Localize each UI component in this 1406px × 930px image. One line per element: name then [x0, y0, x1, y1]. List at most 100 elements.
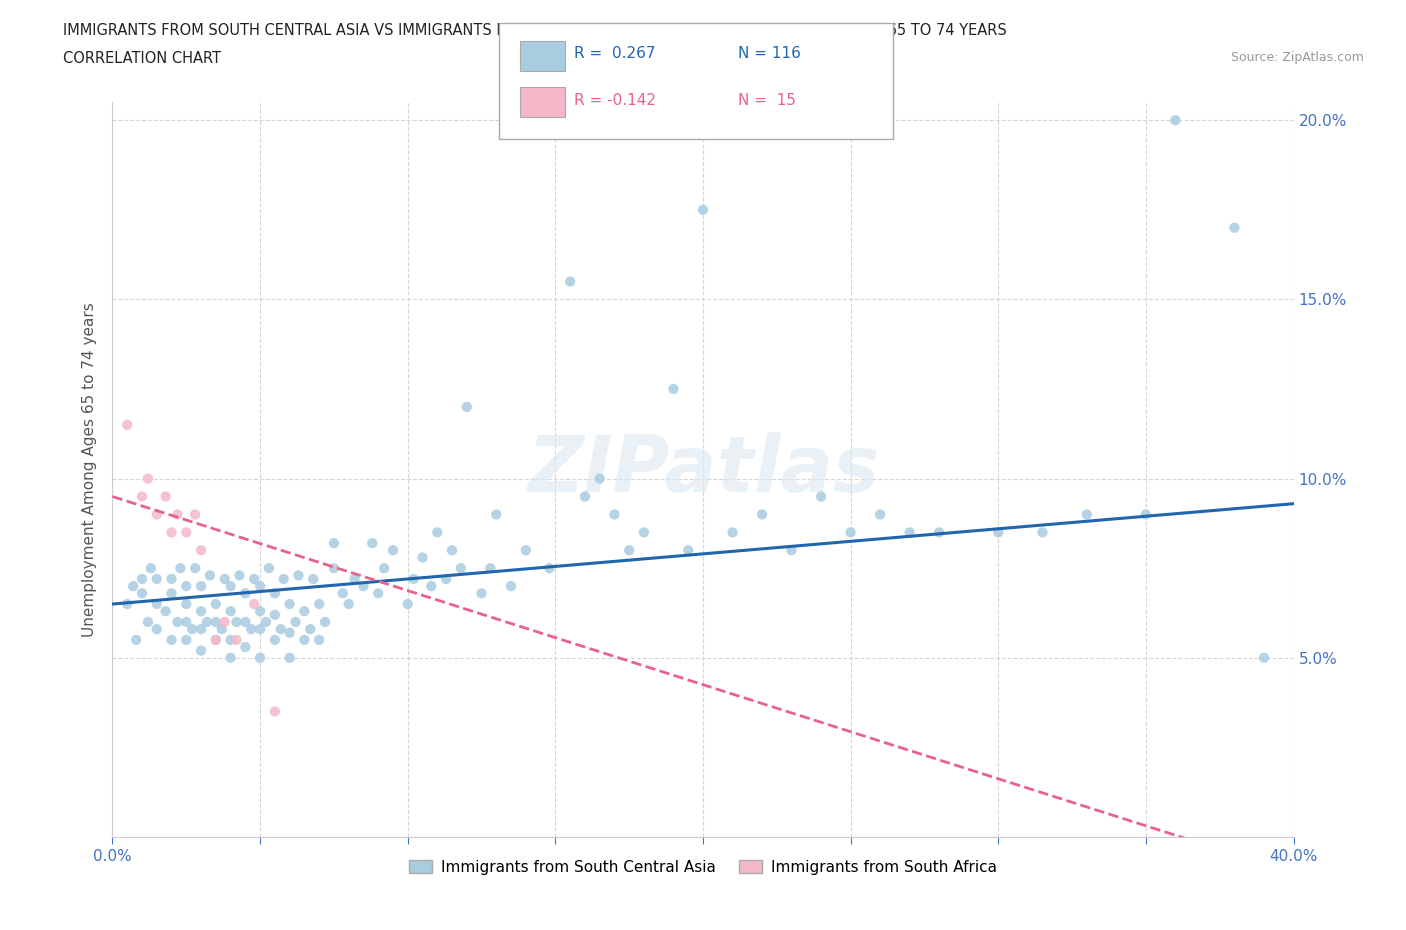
Point	[264, 607, 287, 622]
Point	[558, 274, 582, 289]
Point	[214, 572, 236, 587]
Point	[174, 578, 197, 593]
Point	[337, 597, 360, 612]
Point	[1164, 113, 1187, 127]
Point	[228, 568, 250, 583]
Point	[136, 472, 159, 486]
Point	[205, 632, 228, 647]
Point	[780, 543, 803, 558]
Point	[928, 525, 950, 539]
Point	[278, 597, 301, 612]
Point	[479, 561, 502, 576]
Point	[190, 604, 212, 618]
Point	[160, 632, 183, 647]
Point	[190, 644, 212, 658]
Point	[662, 381, 685, 396]
Point	[343, 572, 366, 587]
Point	[810, 489, 832, 504]
Point	[314, 615, 336, 630]
Point	[219, 578, 242, 593]
Point	[174, 632, 197, 647]
Point	[538, 561, 561, 576]
Point	[292, 632, 315, 647]
Point	[249, 621, 271, 636]
Text: Source: ZipAtlas.com: Source: ZipAtlas.com	[1230, 51, 1364, 64]
Point	[146, 597, 169, 612]
Point	[721, 525, 744, 539]
Point	[367, 586, 389, 601]
Point	[485, 507, 508, 522]
Point	[166, 507, 188, 522]
Point	[174, 525, 197, 539]
Point	[434, 572, 457, 587]
Point	[426, 525, 449, 539]
Point	[198, 568, 221, 583]
Point	[411, 550, 433, 565]
Text: N =  15: N = 15	[738, 93, 796, 108]
Point	[1223, 220, 1246, 235]
Point	[264, 704, 287, 719]
Point	[1135, 507, 1157, 522]
Point	[195, 615, 218, 630]
Point	[117, 418, 138, 432]
Point	[225, 632, 247, 647]
Point	[692, 203, 714, 218]
Text: IMMIGRANTS FROM SOUTH CENTRAL ASIA VS IMMIGRANTS FROM SOUTH AFRICA UNEMPLOYMENT : IMMIGRANTS FROM SOUTH CENTRAL ASIA VS IM…	[63, 23, 1007, 38]
Point	[146, 572, 169, 587]
Point	[254, 615, 277, 630]
Point	[214, 615, 236, 630]
Point	[131, 586, 153, 601]
Point	[190, 578, 212, 593]
Point	[308, 597, 330, 612]
Point	[323, 536, 346, 551]
Point	[987, 525, 1010, 539]
Point	[678, 543, 700, 558]
Point	[122, 578, 145, 593]
Point	[155, 489, 177, 504]
Point	[174, 597, 197, 612]
Point	[603, 507, 626, 522]
Point	[869, 507, 891, 522]
Point	[181, 621, 204, 636]
Point	[211, 621, 233, 636]
Point	[146, 507, 169, 522]
Point	[292, 604, 315, 618]
Point	[257, 561, 280, 576]
Point	[619, 543, 641, 558]
Point	[264, 586, 287, 601]
Point	[131, 572, 153, 587]
Point	[243, 597, 266, 612]
Point	[160, 525, 183, 539]
Point	[515, 543, 537, 558]
Point	[136, 615, 159, 630]
Point	[131, 489, 153, 504]
Point	[243, 572, 266, 587]
Point	[190, 543, 212, 558]
Point	[233, 640, 256, 655]
Point	[323, 561, 346, 576]
Point	[233, 615, 256, 630]
Point	[284, 615, 307, 630]
Y-axis label: Unemployment Among Ages 65 to 74 years: Unemployment Among Ages 65 to 74 years	[82, 302, 97, 637]
Point	[219, 632, 242, 647]
Point	[249, 604, 271, 618]
Point	[219, 650, 242, 665]
Point	[396, 597, 419, 612]
Point	[155, 604, 177, 618]
Point	[160, 572, 183, 587]
Point	[751, 507, 773, 522]
Point	[233, 586, 256, 601]
Point	[299, 621, 322, 636]
Point	[205, 632, 228, 647]
Point	[574, 489, 596, 504]
Text: R =  0.267: R = 0.267	[574, 46, 655, 61]
Point	[205, 597, 228, 612]
Point	[117, 597, 138, 612]
Point	[184, 561, 207, 576]
Point	[308, 632, 330, 647]
Point	[898, 525, 921, 539]
Text: R = -0.142: R = -0.142	[574, 93, 655, 108]
Point	[184, 507, 207, 522]
Point	[456, 400, 478, 415]
Point	[270, 621, 292, 636]
